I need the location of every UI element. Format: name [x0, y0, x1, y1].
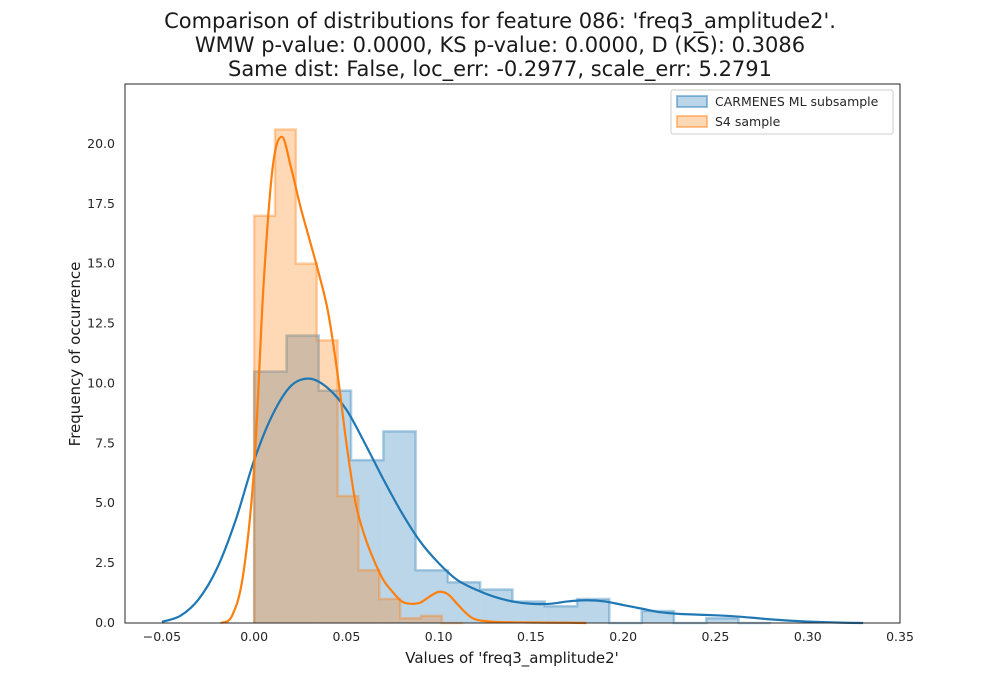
- hist-bar-s4: [295, 263, 317, 623]
- y-tick-label: 0.0: [95, 615, 115, 630]
- legend-box: [670, 89, 894, 135]
- y-axis-label: Frequency of occurrence: [66, 262, 84, 447]
- x-tick-label: 0.20: [609, 629, 637, 644]
- kde-line-carmenes: [161, 377, 864, 625]
- y-axis-ticks: 0.0 2.5 5.0 7.5 10.0 12.5 15.0 17.5 20.0: [87, 136, 115, 630]
- y-tick-label: 12.5: [87, 316, 115, 331]
- y-tick-label: 5.0: [95, 495, 115, 510]
- hist-bar-s4: [400, 618, 421, 623]
- x-tick-label: 0.35: [886, 629, 914, 644]
- chart-title-line-3: Same dist: False, loc_err: -0.2977, scal…: [227, 57, 773, 81]
- hist-bar-carmenes: [706, 618, 739, 623]
- histogram-layer: [252, 128, 771, 625]
- legend: CARMENES ML subsample S4 sample: [670, 89, 894, 135]
- hist-bar-s4: [275, 129, 296, 623]
- x-tick-label: −0.05: [143, 629, 181, 644]
- hist-bar-s4: [420, 615, 442, 623]
- hist-bar-s4: [316, 340, 338, 623]
- hist-bar-carmenes: [415, 570, 448, 623]
- y-tick-label: 10.0: [87, 375, 115, 390]
- plot-frame: [124, 83, 901, 624]
- x-tick-label: 0.30: [794, 629, 822, 644]
- y-tick-label: 17.5: [87, 196, 115, 211]
- hist-bar-carmenes: [286, 335, 319, 623]
- x-tick-label: 0.10: [425, 629, 453, 644]
- hist-bar-carmenes: [254, 371, 287, 623]
- x-axis-ticks: −0.05 0.00 0.05 0.10 0.15 0.20 0.25 0.30 0.35: [143, 629, 914, 644]
- hist-bar-carmenes: [480, 589, 513, 623]
- hist-bar-s4: [358, 570, 380, 623]
- y-tick-label: 2.5: [95, 555, 115, 570]
- hist-bar-s4: [379, 599, 401, 623]
- legend-swatch-s4: [676, 115, 708, 128]
- x-axis-label: Values of 'freq3_amplitude2': [405, 649, 619, 668]
- chart-title-line-1: Comparison of distributions for feature …: [164, 9, 836, 33]
- legend-label-carmenes: CARMENES ML subsample: [715, 94, 879, 109]
- chart-title-line-2: WMW p-value: 0.0000, KS p-value: 0.0000,…: [194, 33, 806, 57]
- hist-bar-carmenes: [512, 601, 545, 623]
- hist-bar-carmenes: [641, 611, 674, 623]
- hist-bar-carmenes: [577, 599, 610, 623]
- x-tick-label: 0.00: [240, 629, 268, 644]
- legend-swatch-carmenes: [676, 95, 708, 108]
- legend-label-s4: S4 sample: [715, 114, 781, 129]
- y-tick-label: 7.5: [95, 435, 115, 450]
- hist-bar-s4: [254, 215, 276, 623]
- hist-outline-s4: [252, 128, 463, 625]
- histogram-s4: [252, 128, 463, 625]
- x-tick-label: 0.25: [702, 629, 730, 644]
- y-tick-label: 20.0: [87, 136, 115, 151]
- hist-bar-carmenes: [544, 606, 578, 623]
- kde-line-s4: [220, 135, 587, 625]
- kde-layer: [161, 135, 864, 625]
- x-tick-label: 0.05: [333, 629, 361, 644]
- y-tick-label: 15.0: [87, 256, 115, 271]
- x-tick-label: 0.15: [517, 629, 545, 644]
- hist-bar-s4: [337, 496, 359, 623]
